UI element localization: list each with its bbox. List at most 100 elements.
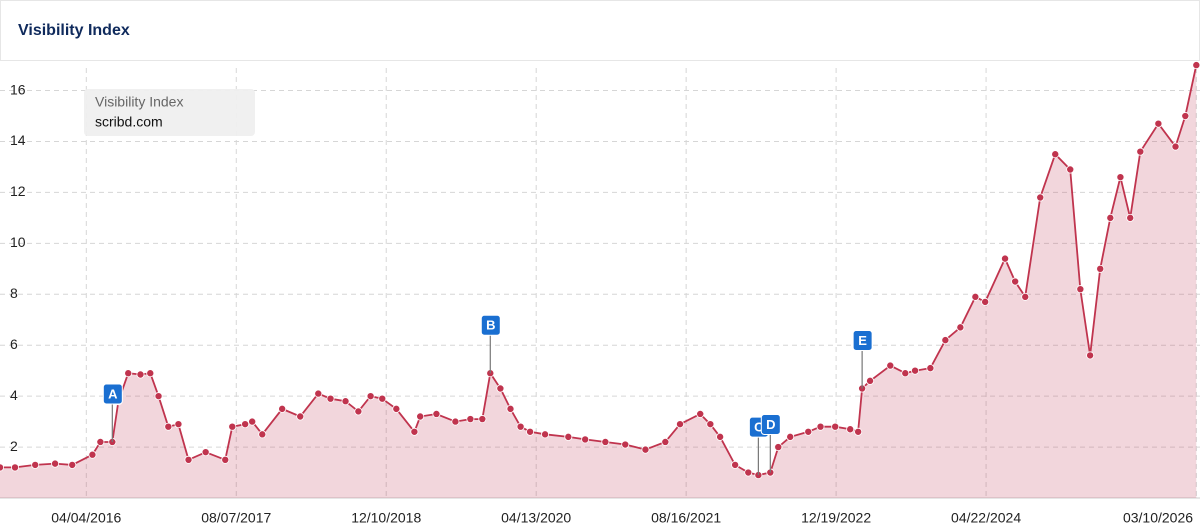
- data-point: [661, 437, 670, 446]
- data-point: [564, 432, 573, 441]
- data-point: [278, 404, 287, 413]
- data-point: [1011, 277, 1020, 286]
- data-point: [378, 394, 387, 403]
- data-point: [136, 370, 145, 379]
- legend-box: [84, 89, 255, 136]
- data-point: [1066, 165, 1075, 174]
- data-point: [1021, 292, 1030, 301]
- data-point: [184, 455, 193, 464]
- data-point: [451, 417, 460, 426]
- data-point: [51, 459, 60, 468]
- y-tick-label: 4: [10, 387, 18, 403]
- data-point: [341, 397, 350, 406]
- annotation-flag: [852, 330, 873, 351]
- data-point: [1116, 173, 1125, 182]
- data-point: [831, 422, 840, 431]
- data-point: [146, 369, 155, 378]
- data-point: [971, 292, 980, 301]
- data-point: [1181, 112, 1190, 121]
- data-point: [786, 432, 795, 441]
- data-point: [846, 425, 855, 434]
- annotation-flag: [760, 414, 781, 436]
- y-tick-label: 16: [10, 81, 26, 97]
- data-point: [1001, 254, 1010, 263]
- data-point: [1136, 147, 1145, 156]
- y-tick-label: 12: [10, 183, 26, 199]
- data-point: [1086, 351, 1095, 360]
- data-point: [854, 427, 863, 436]
- data-point: [96, 437, 105, 446]
- data-point: [466, 415, 475, 424]
- data-point: [1192, 61, 1200, 70]
- header: [0, 0, 1200, 61]
- data-point: [174, 420, 183, 429]
- data-point: [432, 409, 441, 418]
- data-point: [706, 420, 715, 429]
- annotation-label: C: [754, 420, 764, 435]
- data-point: [526, 427, 535, 436]
- data-point: [354, 407, 363, 416]
- x-tick-label: 03/10/2026: [1123, 510, 1193, 526]
- data-point: [410, 427, 419, 436]
- data-point: [716, 432, 725, 441]
- x-tick-label: 08/07/2017: [201, 510, 271, 526]
- annotation-label: A: [108, 386, 118, 401]
- data-point: [314, 389, 323, 398]
- data-point: [981, 297, 990, 306]
- data-point: [1171, 142, 1180, 151]
- data-point: [621, 440, 630, 449]
- y-tick-label: 10: [10, 234, 26, 250]
- area: [0, 65, 1197, 498]
- data-point: [392, 404, 401, 413]
- annotation-label: E: [858, 333, 867, 348]
- annotation-flag: [102, 383, 123, 405]
- data-point: [164, 422, 173, 431]
- data-point: [366, 392, 375, 401]
- data-point: [154, 392, 163, 401]
- chart-title: Visibility Index: [18, 22, 130, 39]
- data-point: [804, 427, 813, 436]
- data-point: [601, 437, 610, 446]
- annotation-label: D: [766, 417, 775, 432]
- data-point: [228, 422, 237, 431]
- data-point: [744, 468, 753, 477]
- legend-entry: scribd.com: [95, 114, 163, 130]
- data-point: [541, 430, 550, 439]
- data-point: [0, 463, 4, 472]
- data-point: [901, 369, 910, 378]
- data-point: [68, 460, 77, 469]
- data-point: [641, 445, 650, 454]
- data-point: [296, 412, 305, 421]
- data-point: [416, 412, 425, 421]
- x-tick-label: 04/04/2016: [51, 510, 121, 526]
- data-point: [926, 364, 935, 373]
- data-point: [326, 394, 335, 403]
- data-point: [241, 420, 250, 429]
- data-point: [1051, 150, 1060, 159]
- data-point: [496, 384, 505, 393]
- data-point: [258, 430, 267, 439]
- data-point: [911, 366, 920, 375]
- x-tick-label: 04/22/2024: [951, 510, 1021, 526]
- data-point: [201, 448, 210, 457]
- data-point: [816, 422, 825, 431]
- data-point: [731, 460, 740, 469]
- data-point: [886, 361, 895, 370]
- y-tick-label: 2: [10, 438, 18, 454]
- x-tick-label: 12/10/2018: [351, 510, 421, 526]
- data-point: [124, 369, 133, 378]
- data-point: [581, 435, 590, 444]
- data-point: [1106, 213, 1115, 222]
- y-tick-label: 8: [10, 285, 18, 301]
- y-tick-label: 6: [10, 336, 18, 352]
- data-point: [866, 376, 875, 385]
- data-point: [941, 336, 950, 345]
- y-tick-label: 14: [10, 132, 26, 148]
- data-point: [1154, 119, 1163, 128]
- data-point: [696, 409, 705, 418]
- data-point: [956, 323, 965, 332]
- data-point: [516, 422, 525, 431]
- x-tick-label: 12/19/2022: [801, 510, 871, 526]
